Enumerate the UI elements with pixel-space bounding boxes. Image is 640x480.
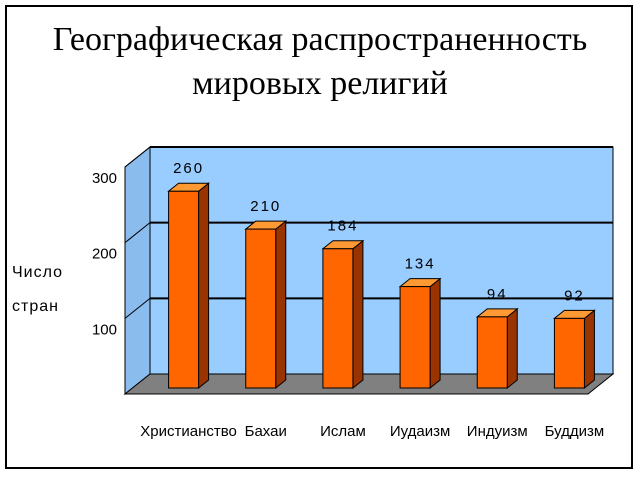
bar-side xyxy=(429,277,441,390)
bar-front xyxy=(553,317,585,389)
side-wall xyxy=(124,145,151,396)
x-tick-label: Иудаизм xyxy=(390,423,450,440)
x-tick-label: Бахаи xyxy=(245,423,287,440)
bar-front xyxy=(168,190,200,389)
bar-front xyxy=(476,316,508,389)
value-label: 260 xyxy=(173,160,204,177)
side-grid-line xyxy=(124,146,151,168)
value-label: 210 xyxy=(250,198,281,215)
bar xyxy=(321,239,365,390)
bar xyxy=(398,277,442,390)
x-tick-label: Буддизм xyxy=(545,423,605,440)
y-axis-label: Число стран xyxy=(12,264,64,315)
bar xyxy=(552,309,596,390)
y-tick-label: 100 xyxy=(92,321,117,338)
bar-side xyxy=(352,239,364,390)
side-grid-line xyxy=(124,222,151,244)
bar-front xyxy=(245,228,277,389)
side-grid-line xyxy=(124,297,151,319)
bar-front xyxy=(322,248,354,389)
bar-side xyxy=(275,220,287,390)
value-label: 184 xyxy=(327,218,358,235)
x-tick-label: Ислам xyxy=(320,423,366,440)
x-tick-label: Христианство xyxy=(140,423,237,440)
value-label: 134 xyxy=(405,256,436,273)
x-tick-label: Индуизм xyxy=(467,423,528,440)
value-label: 92 xyxy=(564,287,585,304)
frame xyxy=(5,5,633,469)
bar-side xyxy=(506,307,518,390)
bar xyxy=(244,220,288,390)
bar-side xyxy=(583,309,595,390)
chart-title: Географическая распространенность мировы… xyxy=(52,21,588,102)
back-wall xyxy=(149,146,614,375)
bar xyxy=(475,307,519,390)
bar-front xyxy=(399,286,431,389)
value-label: 94 xyxy=(487,286,508,303)
y-tick-label: 300 xyxy=(92,170,117,187)
y-tick-label: 200 xyxy=(92,246,117,263)
bar xyxy=(167,182,211,390)
bar-side xyxy=(198,182,210,390)
